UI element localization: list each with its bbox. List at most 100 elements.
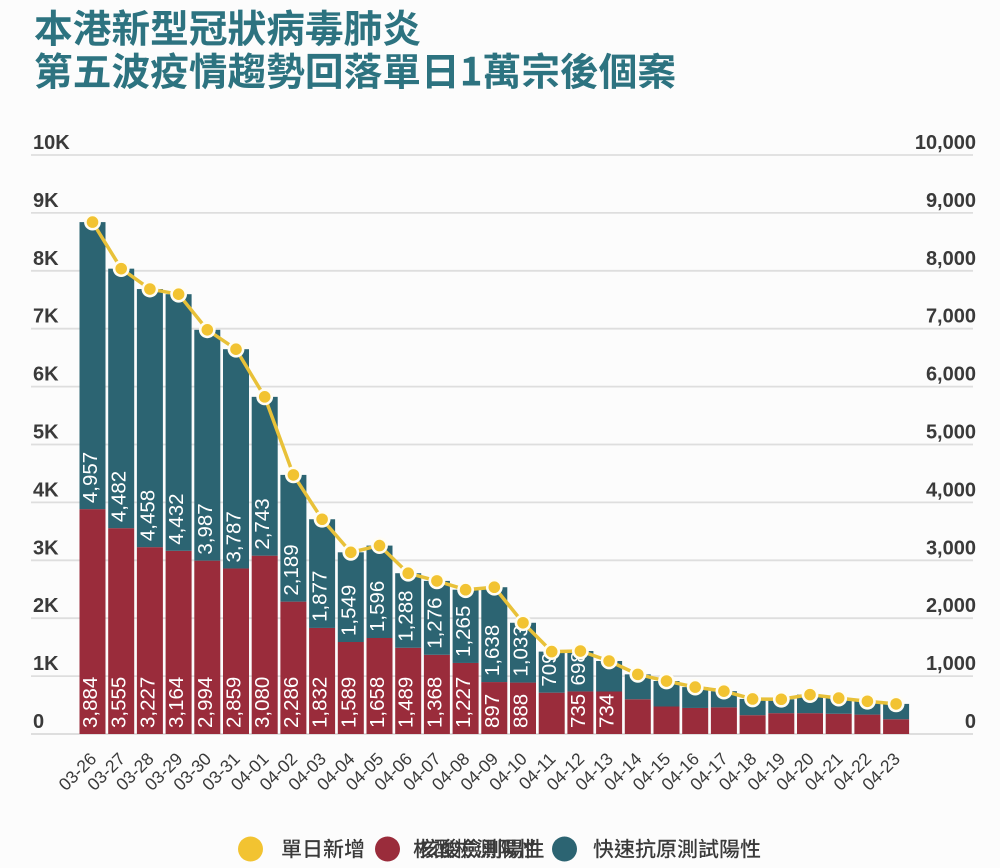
rat-value-label: 3,787 xyxy=(223,511,246,562)
rat-value-label: 3,987 xyxy=(194,503,217,554)
pcr-bar-segment xyxy=(710,707,737,734)
daily-new-dot xyxy=(517,616,529,629)
daily-new-dot xyxy=(459,583,472,596)
daily-new-dot xyxy=(603,655,615,667)
rat-bar-segment xyxy=(452,589,479,663)
title-line2-glyphs xyxy=(35,52,675,90)
rat-value-label: 1,877 xyxy=(309,571,332,622)
pcr-bar-segment xyxy=(251,555,278,734)
y-tick-label-left: 9K xyxy=(33,190,59,212)
y-tick-label-left: 1K xyxy=(33,653,59,675)
y-tick-label-left: 6K xyxy=(33,364,59,386)
pcr-bar-segment xyxy=(194,560,221,734)
pcr-bar-segment xyxy=(337,641,364,734)
legend-rat-glyphs xyxy=(593,838,761,859)
y-tick-label-right: 0 xyxy=(965,711,976,733)
pcr-bar-segment xyxy=(452,662,479,734)
pcr-bar-segment xyxy=(883,719,910,734)
rat-value-label: 1,288 xyxy=(395,590,418,641)
rat-bar-segment xyxy=(108,268,135,529)
rat-bar-segment xyxy=(223,349,249,569)
daily-new-dot xyxy=(144,283,156,295)
pcr-bar-segment xyxy=(510,682,536,734)
daily-new-dot xyxy=(402,567,415,580)
y-tick-label-left: 10K xyxy=(33,132,70,154)
y-tick-label-right: 10,000 xyxy=(915,132,976,154)
pcr-bar-segment xyxy=(567,691,594,734)
pcr-bar-segment xyxy=(395,647,422,734)
pcr-bar-segment xyxy=(223,568,249,734)
daily-new-dot xyxy=(373,539,386,552)
y-tick-label-left: 2K xyxy=(33,595,59,617)
daily-new-dot xyxy=(660,675,673,687)
pcr-value-label: 1,589 xyxy=(337,677,360,728)
daily-new-dot xyxy=(775,693,788,706)
legend-rat-swatch xyxy=(552,836,577,862)
rat-value-label: 2,189 xyxy=(280,544,303,595)
daily-new-dot xyxy=(230,343,242,355)
daily-new-dot xyxy=(258,391,271,403)
pcr-bar-segment xyxy=(481,682,508,734)
pcr-value-label: 2,859 xyxy=(223,677,246,728)
rat-value-label: 698 xyxy=(567,651,590,685)
rat-value-label: 4,957 xyxy=(79,452,102,503)
y-tick-label-right: 7,000 xyxy=(926,306,976,328)
pcr-value-label: 1,832 xyxy=(309,677,332,728)
daily-new-dot xyxy=(689,681,701,693)
pcr-bar-segment xyxy=(797,713,823,734)
rat-bar-segment xyxy=(395,573,422,648)
daily-new-dot xyxy=(201,324,214,336)
daily-new-dot xyxy=(345,546,357,559)
rat-bar-segment xyxy=(194,329,221,561)
pcr-bar-segment xyxy=(825,713,852,734)
rat-value-label: 1,638 xyxy=(481,625,504,676)
pcr-bar-segment xyxy=(309,627,336,734)
y-tick-label-right: 4,000 xyxy=(926,479,976,501)
legend: 單日新增 核酸檢測陽性 快速抗原測試陽性 xyxy=(0,824,1000,863)
daily-new-dot xyxy=(488,581,501,594)
legend-pcr-glyphs-copy2 xyxy=(419,838,544,859)
pcr-bar-segment xyxy=(768,713,795,734)
y-tick-label-right: 8,000 xyxy=(926,248,976,270)
pcr-value-label: 1,368 xyxy=(423,677,446,728)
rat-value-label: 709 xyxy=(538,652,561,686)
y-tick-label-right: 2,000 xyxy=(926,595,976,617)
rat-value-label: 1,596 xyxy=(366,581,389,632)
pcr-value-label: 2,286 xyxy=(280,677,303,728)
y-tick-label-right: 5,000 xyxy=(926,422,976,444)
rat-bar-segment xyxy=(79,222,106,510)
rat-bar-segment xyxy=(309,519,336,628)
y-tick-label-left: 4K xyxy=(33,479,59,501)
rat-bar-segment xyxy=(481,587,508,683)
pcr-bar-segment xyxy=(624,699,651,734)
daily-new-dot xyxy=(115,262,127,275)
rat-bar-segment xyxy=(165,294,192,551)
y-tick-label-left: 7K xyxy=(33,306,59,328)
legend-vector xyxy=(238,836,761,862)
daily-new-dot xyxy=(172,288,185,300)
pcr-bar-segment xyxy=(596,691,623,734)
rat-value-label: 4,458 xyxy=(136,490,159,541)
pcr-bar-segment xyxy=(136,547,163,734)
daily-new-dot xyxy=(718,685,730,697)
pcr-bar-segment xyxy=(423,654,450,734)
daily-new-dot xyxy=(431,575,443,587)
pcr-value-label: 3,884 xyxy=(79,677,102,728)
pcr-bar-segment xyxy=(165,550,192,734)
rat-value-label: 1,549 xyxy=(337,585,360,636)
pcr-bar-segment xyxy=(108,528,135,734)
pcr-value-label: 734 xyxy=(596,694,619,728)
y-tick-label-right: 1,000 xyxy=(926,653,976,675)
pcr-value-label: 3,227 xyxy=(136,677,159,728)
title-block: 本港新型冠狀病毒肺炎 第五波疫情趨勢回落單日1萬宗後個案 xyxy=(34,0,714,100)
legend-pcr-glyphs xyxy=(413,838,544,859)
daily-new-dot xyxy=(316,513,328,526)
rat-value-label: 1,265 xyxy=(452,606,475,657)
chart-title-vector xyxy=(34,9,675,90)
pcr-value-label: 1,658 xyxy=(366,677,389,728)
pcr-bar-segment xyxy=(366,638,393,734)
pcr-bar-segment xyxy=(280,601,307,734)
rat-bar-segment xyxy=(136,289,163,548)
